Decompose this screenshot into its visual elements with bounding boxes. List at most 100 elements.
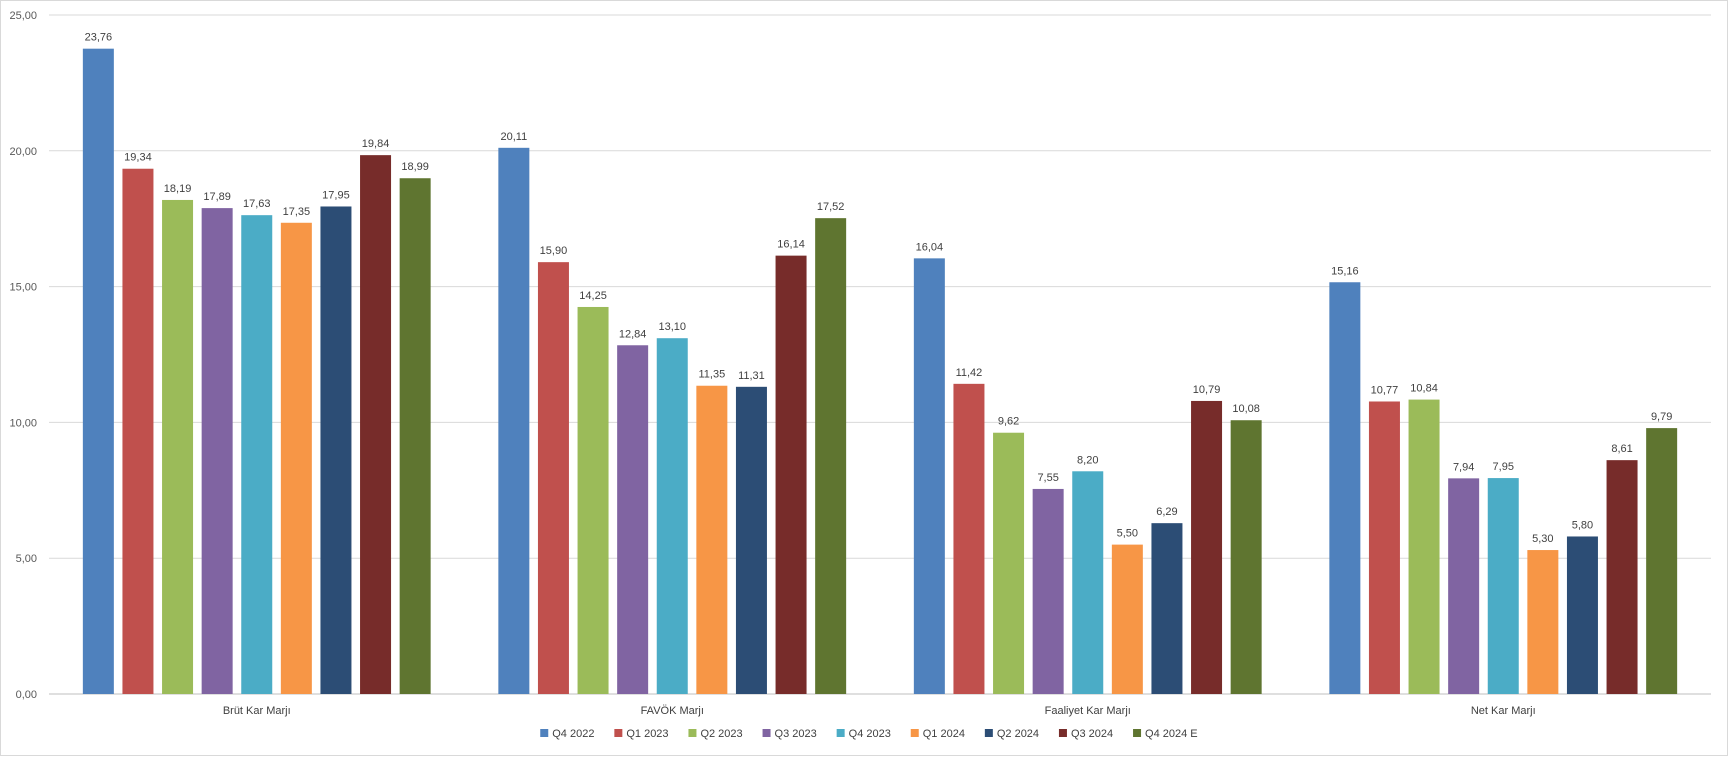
bar-q4-2024-e bbox=[815, 218, 847, 694]
legend-swatch bbox=[910, 729, 919, 737]
legend-label: Q1 2024 bbox=[923, 728, 965, 740]
legend-swatch bbox=[1133, 729, 1142, 737]
data-label: 18,99 bbox=[401, 161, 429, 173]
legend-label: Q3 2024 bbox=[1071, 728, 1113, 740]
bar-q3-2024 bbox=[1606, 460, 1638, 694]
bars bbox=[82, 48, 1678, 695]
bar-q4-2024-e bbox=[1646, 428, 1678, 694]
y-tick-label: 10,00 bbox=[9, 417, 37, 429]
legend-item: Q2 2023 bbox=[688, 728, 743, 740]
legend-item: Q4 2024 E bbox=[1133, 728, 1198, 740]
bar-q2-2024 bbox=[735, 386, 767, 694]
bar-q2-2023 bbox=[993, 432, 1025, 694]
data-label: 15,16 bbox=[1331, 265, 1359, 277]
data-label: 10,84 bbox=[1410, 383, 1438, 395]
bar-q4-2024-e bbox=[1230, 420, 1262, 694]
data-label: 12,84 bbox=[619, 328, 647, 340]
bar-q4-2023 bbox=[1072, 471, 1104, 694]
legend-swatch bbox=[762, 729, 771, 737]
bar-q2-2024 bbox=[1151, 523, 1183, 694]
bar-q4-2022 bbox=[498, 147, 530, 695]
legend-label: Q2 2024 bbox=[997, 728, 1039, 740]
bar-q2-2023 bbox=[162, 199, 194, 694]
bar-q4-2023 bbox=[241, 215, 273, 695]
bar-q1-2024 bbox=[696, 385, 728, 694]
bar-q1-2023 bbox=[953, 383, 985, 694]
legend-item: Q4 2022 bbox=[540, 728, 594, 740]
bar-q3-2023 bbox=[201, 208, 233, 694]
bar-q3-2023 bbox=[1448, 478, 1480, 694]
y-axis: 0,00 5,00 10,00 15,00 20,00 25,00 bbox=[9, 10, 37, 701]
legend-label: Q4 2023 bbox=[849, 728, 891, 740]
bar-q3-2024 bbox=[775, 255, 807, 694]
data-label: 23,76 bbox=[85, 32, 113, 44]
data-label: 7,55 bbox=[1037, 472, 1058, 484]
legend-item: Q4 2023 bbox=[836, 728, 891, 740]
data-label: 17,35 bbox=[283, 206, 311, 218]
bar-q3-2023 bbox=[1032, 488, 1064, 694]
data-label: 7,94 bbox=[1453, 461, 1474, 473]
data-label: 15,90 bbox=[540, 245, 568, 257]
bar-q1-2024 bbox=[1527, 550, 1559, 694]
data-label: 16,14 bbox=[777, 239, 805, 251]
data-label: 17,89 bbox=[203, 191, 231, 203]
data-label: 6,29 bbox=[1156, 506, 1177, 518]
x-axis: Brüt Kar Marjı FAVÖK Marjı Faaliyet Kar Ma… bbox=[223, 705, 1536, 717]
legend-item: Q3 2024 bbox=[1058, 728, 1113, 740]
bar-q1-2024 bbox=[280, 222, 312, 695]
bar-q3-2023 bbox=[617, 345, 649, 694]
legend-label: Q2 2023 bbox=[700, 728, 742, 740]
data-label: 9,62 bbox=[998, 416, 1019, 428]
y-tick-label: 20,00 bbox=[9, 146, 37, 158]
data-label: 19,84 bbox=[362, 138, 390, 150]
bar-q4-2024-e bbox=[399, 178, 431, 695]
data-label: 18,19 bbox=[164, 183, 192, 195]
data-label: 8,61 bbox=[1611, 443, 1632, 455]
data-label: 17,95 bbox=[322, 189, 350, 201]
bar-q2-2023 bbox=[577, 306, 609, 694]
legend-item: Q1 2023 bbox=[614, 728, 669, 740]
data-label: 11,35 bbox=[698, 369, 725, 381]
data-label: 7,95 bbox=[1493, 461, 1514, 473]
data-label: 10,77 bbox=[1371, 384, 1399, 396]
bar-q1-2023 bbox=[537, 262, 569, 694]
bar-q2-2024 bbox=[320, 206, 352, 694]
data-label: 11,42 bbox=[956, 367, 983, 379]
x-tick-label: FAVÖK Marjı bbox=[641, 705, 704, 717]
bar-q2-2024 bbox=[1566, 536, 1598, 694]
data-label: 19,34 bbox=[124, 152, 152, 164]
legend-swatch bbox=[1058, 729, 1067, 737]
legend-label: Q1 2023 bbox=[626, 728, 668, 740]
bar-q4-2022 bbox=[913, 258, 945, 694]
data-label: 14,25 bbox=[579, 290, 607, 302]
data-label: 5,80 bbox=[1572, 519, 1593, 531]
data-label: 17,63 bbox=[243, 198, 271, 210]
legend-item: Q2 2024 bbox=[984, 728, 1039, 740]
y-tick-label: 25,00 bbox=[9, 10, 37, 22]
bar-q4-2022 bbox=[1329, 282, 1361, 694]
bar-q1-2023 bbox=[122, 168, 154, 695]
data-label: 17,52 bbox=[817, 201, 845, 213]
x-tick-label: Net Kar Marjı bbox=[1471, 705, 1536, 717]
legend: Q4 2022 Q1 2023 Q2 2023 Q3 2023 Q4 2023 Q1 20… bbox=[540, 728, 1198, 740]
bar-q4-2023 bbox=[1487, 478, 1519, 694]
data-labels: 23,76 19,34 18,19 17,89 17,63 17,35 17,95 19,84… bbox=[85, 32, 1673, 545]
legend-label: Q4 2022 bbox=[552, 728, 594, 740]
data-label: 13,10 bbox=[658, 321, 686, 333]
legend-label: Q3 2023 bbox=[775, 728, 817, 740]
data-label: 5,30 bbox=[1532, 533, 1553, 545]
legend-swatch bbox=[614, 729, 623, 737]
data-label: 5,50 bbox=[1117, 528, 1138, 540]
data-label: 10,08 bbox=[1232, 403, 1260, 415]
bar-q3-2024 bbox=[360, 155, 392, 694]
y-tick-label: 5,00 bbox=[16, 553, 37, 565]
bar-q1-2023 bbox=[1368, 401, 1400, 694]
data-label: 8,20 bbox=[1077, 454, 1098, 466]
y-tick-label: 15,00 bbox=[9, 282, 37, 294]
legend-swatch bbox=[540, 729, 549, 737]
data-label: 20,11 bbox=[500, 131, 527, 143]
data-label: 16,04 bbox=[916, 241, 944, 253]
bar-q4-2022 bbox=[82, 48, 114, 694]
